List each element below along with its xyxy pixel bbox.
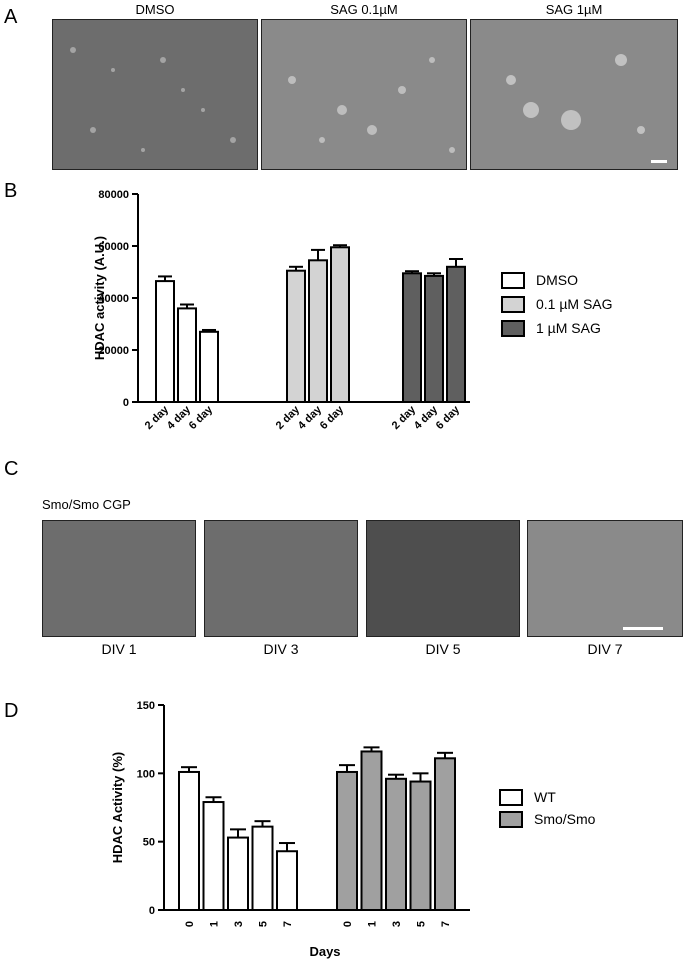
x-axis-title: Days [309,944,340,959]
micrograph-sag-1 [470,19,678,170]
bar [330,246,350,403]
legend-label: DMSO [536,272,578,288]
panel-letter-b: B [4,180,18,202]
y-tick-label: 100 [137,768,155,780]
x-tick-label: 3 [391,921,403,927]
x-tick-label: 2 day [390,403,419,432]
y-axis-title: HDAC activity (A.U.) [92,236,107,360]
micrograph-label-sag-1: SAG 1µM [545,2,603,17]
x-tick-label: 3 [233,921,245,927]
x-tick-label: 1 [367,921,379,927]
x-tick-label: 2 day [274,403,303,432]
micrograph-div-1 [42,520,196,637]
micrograph-label-div-3: DIV 3 [263,641,299,657]
x-tick-label: 4 day [296,403,325,432]
bar [202,801,225,911]
bar [402,272,422,403]
bar [385,777,407,911]
chart-hdac-days: 0 50 100 150 HDAC Activity (%) 0 1 3 5 7 0 1 3 5 7 Days… [110,700,596,959]
scale-bar [651,160,667,163]
legend-swatch [501,320,525,337]
legend-label: Smo/Smo [534,811,596,827]
micrograph-label-sag-0-1: SAG 0.1µM [330,2,398,17]
micrograph-label-div-7: DIV 7 [587,641,623,657]
x-tick-label: 5 [258,921,270,927]
y-tick-label: 150 [137,700,155,712]
legend-swatch [501,272,525,289]
legend-label: 1 µM SAG [536,320,601,336]
micrograph-div-3 [204,520,358,637]
micrograph-dmso [52,19,258,170]
x-tick-label: 6 day [187,403,216,432]
x-tick-label: 4 day [165,403,194,432]
micrograph-label-dmso: DMSO [135,2,175,17]
x-tick-label: 7 [440,921,452,927]
legend-label: 0.1 µM SAG [536,296,613,312]
micrograph-div-5 [366,520,520,637]
micrograph-texture [288,57,455,153]
bar [446,265,466,403]
y-tick-label: 20000 [98,345,129,357]
x-tick-label: 2 day [143,403,172,432]
y-tick-label: 50 [143,837,155,849]
y-axis-title: HDAC Activity (%) [110,752,125,863]
panel-letter-a: A [4,6,18,28]
bar [251,825,274,911]
bar [177,307,197,403]
bar [336,770,358,912]
bar [308,259,328,403]
x-tick-label: 0 [342,921,354,927]
micrograph-label-div-5: DIV 5 [425,641,461,657]
scale-bar [623,627,663,630]
micrograph-sag-0-1 [261,19,467,170]
x-tick-label: 0 [184,921,196,927]
legend-swatch [499,811,523,828]
x-tick-label: 6 day [318,403,347,432]
bar [227,836,249,911]
bar [178,770,200,912]
x-tick-label: 6 day [434,403,463,432]
y-tick-label: 0 [123,397,129,409]
x-tick-label: 4 day [412,403,441,432]
y-tick-label: 60000 [98,241,129,253]
bar [360,750,383,912]
y-tick-label: 80000 [98,189,129,201]
y-tick-label: 40000 [98,293,129,305]
bar [276,850,298,912]
bar [434,757,456,911]
legend-swatch [499,789,523,806]
micrograph-texture [70,47,236,152]
micrograph-texture [506,54,645,134]
micrograph-div-7 [527,520,683,637]
panel-letter-d: D [4,700,19,722]
bar [286,269,306,403]
micrograph-label-div-1: DIV 1 [101,641,137,657]
bar [199,330,219,403]
legend-swatch [501,296,525,313]
x-tick-label: 5 [416,921,428,927]
bar [424,274,444,403]
chart-hdac-sag: 0 20000 40000 60000 80000 HDAC activity (A.U.… [92,189,613,432]
legend-label: WT [534,789,556,805]
panel-letter-c: C [4,458,19,480]
x-tick-label: 1 [209,921,221,927]
panel-c-header: Smo/Smo CGP [42,497,131,512]
x-tick-label: 7 [282,921,294,927]
bar [155,280,175,403]
bar [409,780,432,911]
y-tick-label: 0 [149,905,155,917]
